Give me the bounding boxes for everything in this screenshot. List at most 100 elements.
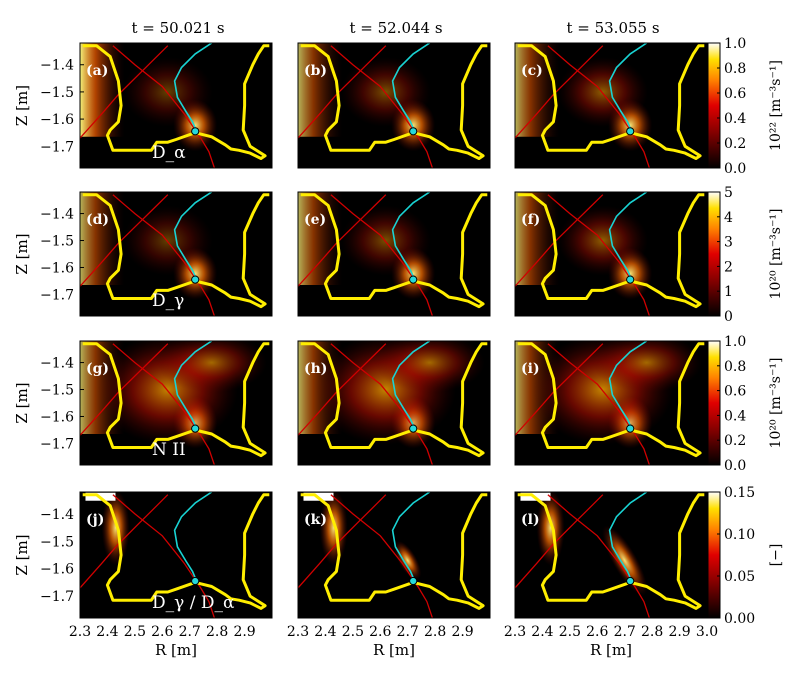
emission-diffuse — [340, 205, 431, 276]
panel-label: (k) — [304, 512, 327, 528]
strike-point-marker — [626, 127, 635, 136]
colorbar-tick-label: 0.8 — [724, 61, 746, 77]
species-label: N II — [152, 440, 186, 460]
x-tick-label: 2.8 — [641, 624, 663, 640]
strike-point-marker — [626, 424, 635, 433]
separatrix-line — [608, 492, 648, 582]
field-line — [547, 45, 651, 168]
colorbar-tick-label: 4 — [724, 210, 733, 226]
field-line — [298, 343, 387, 436]
colorbar-tick-label: 0 — [724, 309, 733, 325]
field-line — [515, 45, 604, 139]
strike-point-marker — [191, 127, 200, 136]
panel: (j) D_γ / D_α −1.4 −1.5 −1.6 −1.7 Z [m] 2.3 2.4 2… — [13, 491, 273, 659]
colorbar-tick-label: 0.0 — [724, 458, 746, 474]
separatrix-line — [391, 192, 431, 280]
field-line — [330, 45, 434, 168]
separatrix-line — [608, 192, 648, 280]
field-line — [547, 494, 651, 618]
colorbar-gradient — [707, 191, 721, 317]
y-tick-label: −1.6 — [40, 562, 74, 578]
field-line — [330, 343, 434, 465]
panel-frame — [514, 340, 708, 466]
field-line — [298, 194, 387, 287]
colorbar-tick-label: 0.2 — [724, 136, 746, 152]
y-tick-label: −1.5 — [40, 234, 74, 250]
separatrix-line — [173, 341, 213, 429]
emission-diffuse — [122, 56, 213, 127]
wall-contour — [517, 44, 705, 160]
colorbar: 0.0 0.2 0.4 0.6 0.8 1.0 10²⁰ [m⁻³s⁻¹] — [707, 334, 784, 474]
field-line — [298, 494, 387, 589]
x-tick-label: 2.9 — [668, 624, 690, 640]
wall-contour — [517, 193, 705, 309]
x-tick-label: 2.5 — [124, 624, 146, 640]
wall-contour — [300, 44, 488, 160]
x-axis-label: R [m] — [590, 641, 632, 659]
colorbar-tick-label: 0.6 — [724, 384, 746, 400]
emission-upper — [591, 341, 702, 393]
x-tick-label: 2.4 — [96, 624, 118, 640]
x-tick-label: 2.9 — [233, 624, 255, 640]
panel: (g) N II −1.4 −1.5 −1.6 −1.7 Z [m] — [13, 340, 273, 466]
wall-contour — [82, 44, 270, 160]
colorbar-tick-label: 0.10 — [724, 527, 755, 543]
colorbar-tick-label: 0.6 — [724, 86, 746, 102]
panel-frame — [514, 491, 708, 619]
separatrix-line — [391, 492, 431, 582]
panel-frame — [79, 491, 273, 619]
field-line — [298, 45, 387, 139]
field-line — [547, 343, 651, 465]
ratio-wall-feature — [101, 492, 130, 566]
colorbar-tick-label: 0.8 — [724, 359, 746, 375]
x-tick-label: 2.6 — [369, 624, 391, 640]
separatrix-line — [173, 43, 213, 132]
colorbar-gradient — [707, 491, 721, 619]
ratio-leg-feature — [602, 525, 648, 596]
panel: (h) — [297, 340, 491, 466]
y-tick-label: −1.7 — [40, 287, 74, 303]
emission-wall — [298, 43, 343, 137]
colorbar-tick-label: 5 — [724, 185, 733, 201]
x-tick-label: 2.5 — [559, 624, 581, 640]
x-tick-label: 2.6 — [586, 624, 608, 640]
wall-contour — [300, 193, 488, 309]
colorbar-tick-label: 1.0 — [724, 334, 746, 350]
panel-label: (j) — [86, 512, 104, 528]
field-line — [80, 343, 169, 436]
emission-upper — [156, 341, 267, 393]
separatrix-line — [173, 192, 213, 280]
colorbar-tick-label: 0.4 — [724, 111, 746, 127]
emission-wall — [515, 192, 560, 285]
separatrix-line — [391, 43, 431, 132]
panel-label: (f) — [521, 212, 540, 228]
panel-label: (i) — [521, 361, 540, 377]
y-tick-label: −1.6 — [40, 260, 74, 276]
colorbar: 0 1 2 3 4 5 10²⁰ [m⁻³s⁻¹] — [707, 185, 784, 325]
y-tick-label: −1.7 — [40, 436, 74, 452]
panel: (d) D_γ −1.4 −1.5 −1.6 −1.7 Z [m] — [13, 191, 273, 317]
x-tick-label: 2.3 — [504, 624, 526, 640]
colorbar-label: 10²⁰ [m⁻³s⁻¹] — [768, 209, 784, 300]
y-tick-label: −1.4 — [40, 507, 74, 523]
y-tick-label: −1.5 — [40, 383, 74, 399]
strike-point-marker — [191, 576, 200, 586]
colorbar-tick-label: 0.0 — [724, 161, 746, 177]
emission-wall — [515, 43, 560, 137]
wall-contour — [300, 342, 488, 458]
strike-point-marker — [191, 424, 200, 433]
panel-frame — [297, 340, 491, 466]
y-axis-label: Z [m] — [13, 534, 31, 575]
strike-point-marker — [409, 424, 418, 433]
y-axis-label: Z [m] — [13, 233, 31, 274]
separatrix-line — [608, 43, 648, 132]
panel: (f) — [514, 191, 708, 317]
ratio-wall-feature — [536, 492, 565, 566]
panel-frame — [297, 491, 491, 619]
emission-wall — [80, 43, 125, 137]
strike-point-marker — [409, 275, 418, 284]
y-tick-label: −1.7 — [40, 139, 74, 155]
panel-label: (a) — [86, 63, 108, 79]
species-label: D_α — [152, 143, 186, 163]
